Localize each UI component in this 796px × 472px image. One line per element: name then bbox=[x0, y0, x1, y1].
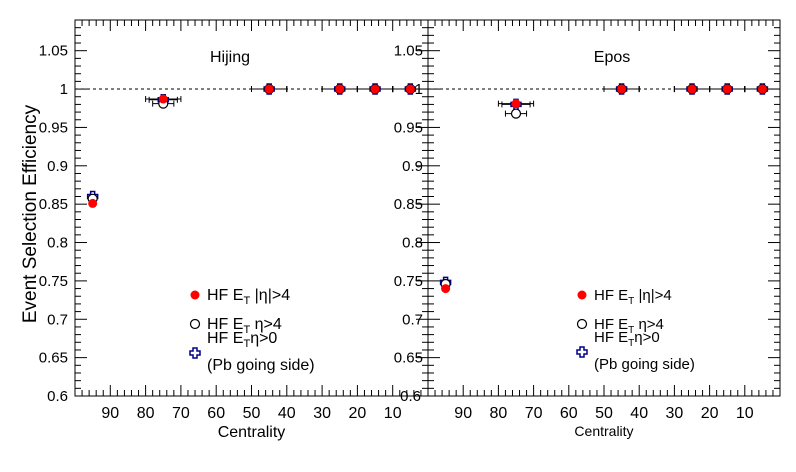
x-tick-label: 50 bbox=[243, 405, 261, 422]
legend: HF ET |η|>4 HF ET η>4HF ETη>0 (Pb going si… bbox=[576, 287, 695, 373]
data-point bbox=[510, 108, 522, 119]
x-tick-label: 60 bbox=[560, 405, 578, 422]
x-tick-label: 30 bbox=[666, 405, 684, 422]
y-tick-label: 1.05 bbox=[394, 43, 423, 60]
x-tick-label: 50 bbox=[595, 405, 613, 422]
y-tick-label: 0.95 bbox=[394, 119, 423, 136]
x-axis-label: Centrality bbox=[218, 424, 286, 441]
data-point bbox=[335, 84, 345, 94]
series-open-cross bbox=[439, 83, 781, 289]
data-point bbox=[441, 284, 451, 294]
panel-title: Epos bbox=[594, 49, 630, 66]
data-point bbox=[370, 84, 380, 94]
x-tick-label: 40 bbox=[278, 405, 296, 422]
x-tick-label: 80 bbox=[137, 405, 155, 422]
legend-label-line2: (Pb going side) bbox=[207, 357, 315, 374]
legend-marker bbox=[189, 318, 201, 330]
data-point bbox=[617, 84, 627, 94]
y-tick-label: 0.9 bbox=[47, 158, 68, 175]
legend-marker bbox=[189, 347, 201, 359]
y-tick-label: 0.9 bbox=[402, 158, 423, 175]
x-tick-label: 20 bbox=[349, 405, 367, 422]
y-tick-label: 0.7 bbox=[47, 311, 68, 328]
data-point bbox=[264, 84, 274, 94]
y-tick-label: 0.8 bbox=[402, 235, 423, 252]
chart-panel-2: 0.6 0.65 0.7 0.75 0.8 0.85 0.9 0.95 1 1.05 90 80 70 6… bbox=[394, 19, 781, 439]
y-tick-label: 0.8 bbox=[47, 235, 68, 252]
y-tick-label: 0.6 bbox=[47, 388, 68, 405]
series-filled-circle bbox=[88, 84, 429, 208]
x-tick-label: 40 bbox=[630, 405, 648, 422]
x-tick-label: 90 bbox=[101, 405, 119, 422]
panel-title: Hijing bbox=[210, 49, 250, 66]
x-tick-label: 70 bbox=[525, 405, 543, 422]
chart-panel-1: 0.6 0.65 0.7 0.75 0.8 0.85 0.9 0.95 1 1.05 90 80 70 6… bbox=[20, 19, 429, 441]
data-point bbox=[757, 84, 767, 94]
y-tick-label: 0.85 bbox=[39, 196, 68, 213]
series-open-cross bbox=[86, 83, 429, 203]
data-point bbox=[158, 94, 168, 104]
legend-label: HF ET |η|>4 bbox=[594, 287, 672, 307]
legend-label: HF ETη>0 bbox=[207, 330, 277, 350]
y-tick-label: 0.6 bbox=[400, 388, 421, 405]
data-point bbox=[405, 84, 415, 94]
legend-label: HF ET η>4 bbox=[207, 316, 282, 336]
legend-marker bbox=[576, 346, 588, 358]
y-tick-label: 0.65 bbox=[39, 350, 68, 367]
x-tick-label: 70 bbox=[172, 405, 190, 422]
y-tick-label: 0.95 bbox=[39, 119, 68, 136]
y-tick-label: 0.75 bbox=[39, 273, 68, 290]
legend: HF ET |η|>4 HF ET η>4HF ETη>0 (Pb going si… bbox=[189, 287, 315, 374]
series-filled-circle bbox=[441, 84, 781, 294]
x-tick-label: 60 bbox=[207, 405, 225, 422]
x-tick-label: 20 bbox=[701, 405, 719, 422]
legend-marker bbox=[577, 290, 587, 300]
legend-marker bbox=[190, 290, 200, 300]
y-axis-label: Event Selection Efficiency bbox=[20, 104, 41, 323]
y-tick-label: 0.65 bbox=[394, 350, 423, 367]
x-tick-label: 10 bbox=[736, 405, 754, 422]
y-tick-label: 1.05 bbox=[39, 43, 68, 60]
data-point bbox=[687, 84, 697, 94]
x-axis-label: Centrality bbox=[574, 423, 633, 439]
y-tick-label: 0.85 bbox=[394, 196, 423, 213]
legend-label: HF ET |η|>4 bbox=[207, 287, 290, 307]
legend-label-line2: (Pb going side) bbox=[594, 356, 695, 373]
data-point bbox=[88, 198, 98, 208]
x-tick-label: 30 bbox=[313, 405, 331, 422]
x-tick-label: 10 bbox=[384, 405, 402, 422]
y-tick-label: 0.75 bbox=[394, 273, 423, 290]
series-open-circle bbox=[440, 83, 781, 290]
legend-marker bbox=[576, 318, 588, 330]
data-point bbox=[722, 84, 732, 94]
series-open-circle bbox=[87, 83, 429, 204]
y-tick-label: 0.7 bbox=[402, 311, 423, 328]
y-tick-label: 1 bbox=[415, 81, 423, 98]
y-tick-label: 1 bbox=[60, 81, 68, 98]
x-tick-label: 90 bbox=[454, 405, 472, 422]
legend-label: HF ET η>4 bbox=[594, 316, 664, 336]
legend-label: HF ETη>0 bbox=[594, 329, 660, 349]
x-tick-label: 80 bbox=[490, 405, 508, 422]
data-point bbox=[511, 99, 521, 109]
